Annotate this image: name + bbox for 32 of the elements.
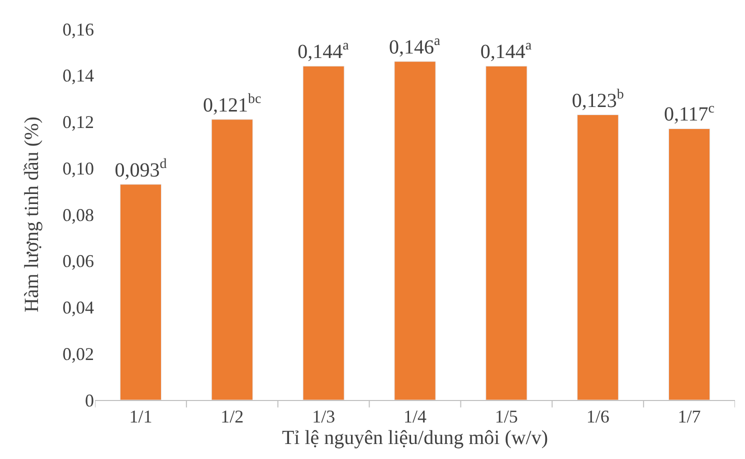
y-axis-title: Hàm lượng tinh dầu (%): [21, 116, 43, 312]
bar: [486, 66, 528, 400]
y-tick-label: 0: [85, 390, 94, 410]
y-tick-label: 0,08: [62, 204, 94, 225]
x-tick-label: 1/2: [220, 406, 244, 427]
x-axis-title: Tỉ lệ nguyên liệu/dung môi (w/v): [282, 427, 548, 450]
data-label: 0,144$^{a}$: [298, 38, 350, 64]
bar: [211, 119, 253, 400]
x-tick-label: 1/3: [312, 406, 336, 427]
data-label: 0,123$^{b}$: [572, 87, 624, 112]
bar: [120, 184, 162, 400]
y-tick-label: 0,06: [62, 251, 94, 272]
x-tick-label: 1/1: [129, 406, 152, 427]
y-tick-label: 0,10: [62, 158, 94, 178]
data-label: 0,146$^{a}$: [389, 34, 441, 58]
x-tick-label: 1/5: [494, 406, 518, 427]
bar: [577, 114, 619, 400]
data-label: 0,121$^{bc}$: [203, 92, 262, 116]
y-tick-label: 0,04: [62, 298, 94, 318]
data-label: 0,117$^{c}$: [664, 101, 715, 126]
y-tick-label: 0,14: [62, 66, 94, 86]
bar: [668, 128, 710, 400]
bar: [394, 61, 436, 400]
x-tick-label: 1/6: [586, 406, 610, 427]
y-tick-label: 0,02: [62, 344, 94, 364]
y-tick-label: 0,12: [62, 112, 94, 132]
x-tick-label: 1/7: [678, 406, 701, 427]
y-tick-label: 0,16: [62, 19, 94, 40]
data-label: 0,093$^{d}$: [114, 156, 167, 182]
bar: [302, 66, 344, 400]
x-tick-label: 1/4: [403, 406, 427, 427]
data-label: 0,144$^{a}$: [480, 38, 532, 64]
